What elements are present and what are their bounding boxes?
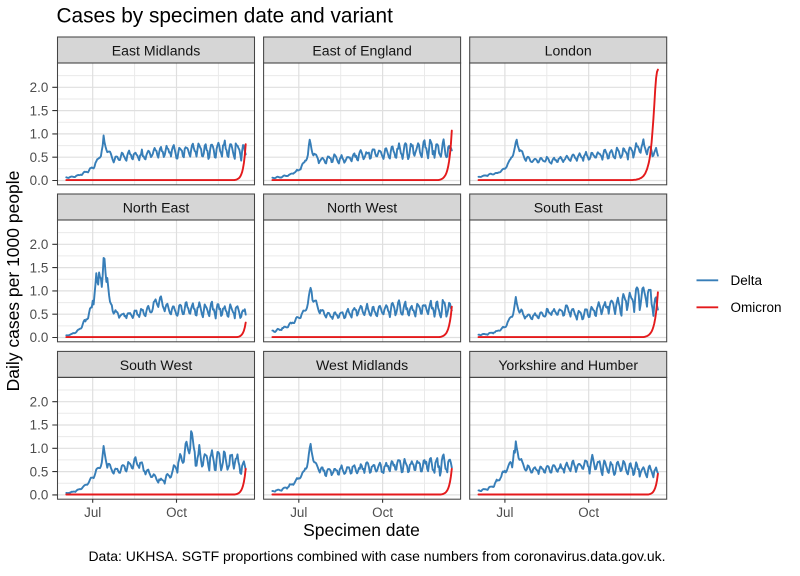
svg-text:Data: UKHSA. SGTF proportions: Data: UKHSA. SGTF proportions combined w… [88, 548, 665, 564]
svg-text:2.0: 2.0 [30, 80, 49, 95]
svg-text:East of England: East of England [312, 43, 412, 59]
svg-text:Jul: Jul [290, 505, 307, 520]
svg-text:0.5: 0.5 [30, 150, 49, 165]
svg-text:Oct: Oct [578, 505, 599, 520]
svg-text:North West: North West [327, 200, 397, 216]
svg-text:Yorkshire and Humber: Yorkshire and Humber [498, 357, 638, 373]
svg-text:0.0: 0.0 [30, 330, 49, 345]
svg-text:Oct: Oct [166, 505, 187, 520]
svg-text:0.0: 0.0 [30, 488, 49, 503]
svg-text:1.5: 1.5 [30, 418, 49, 433]
svg-text:South East: South East [534, 200, 603, 216]
svg-text:East Midlands: East Midlands [112, 43, 201, 59]
svg-text:North East: North East [123, 200, 190, 216]
svg-text:Omicron: Omicron [731, 300, 782, 315]
svg-text:London: London [545, 43, 592, 59]
svg-text:South West: South West [120, 357, 193, 373]
svg-text:2.0: 2.0 [30, 394, 49, 409]
svg-text:1.0: 1.0 [30, 441, 49, 456]
svg-text:0.0: 0.0 [30, 173, 49, 188]
svg-text:Specimen date: Specimen date [303, 520, 420, 540]
svg-text:Oct: Oct [372, 505, 393, 520]
svg-text:Daily cases per 1000 people: Daily cases per 1000 people [3, 171, 23, 392]
svg-text:1.0: 1.0 [30, 127, 49, 142]
svg-text:Delta: Delta [731, 273, 763, 288]
svg-text:1.0: 1.0 [30, 284, 49, 299]
svg-text:0.5: 0.5 [30, 307, 49, 322]
svg-text:1.5: 1.5 [30, 260, 49, 275]
svg-text:Jul: Jul [496, 505, 513, 520]
svg-text:1.5: 1.5 [30, 103, 49, 118]
svg-text:Jul: Jul [84, 505, 101, 520]
svg-text:West Midlands: West Midlands [316, 357, 408, 373]
svg-text:Cases by specimen date and var: Cases by specimen date and variant [57, 5, 394, 28]
svg-text:0.5: 0.5 [30, 464, 49, 479]
svg-text:2.0: 2.0 [30, 237, 49, 252]
